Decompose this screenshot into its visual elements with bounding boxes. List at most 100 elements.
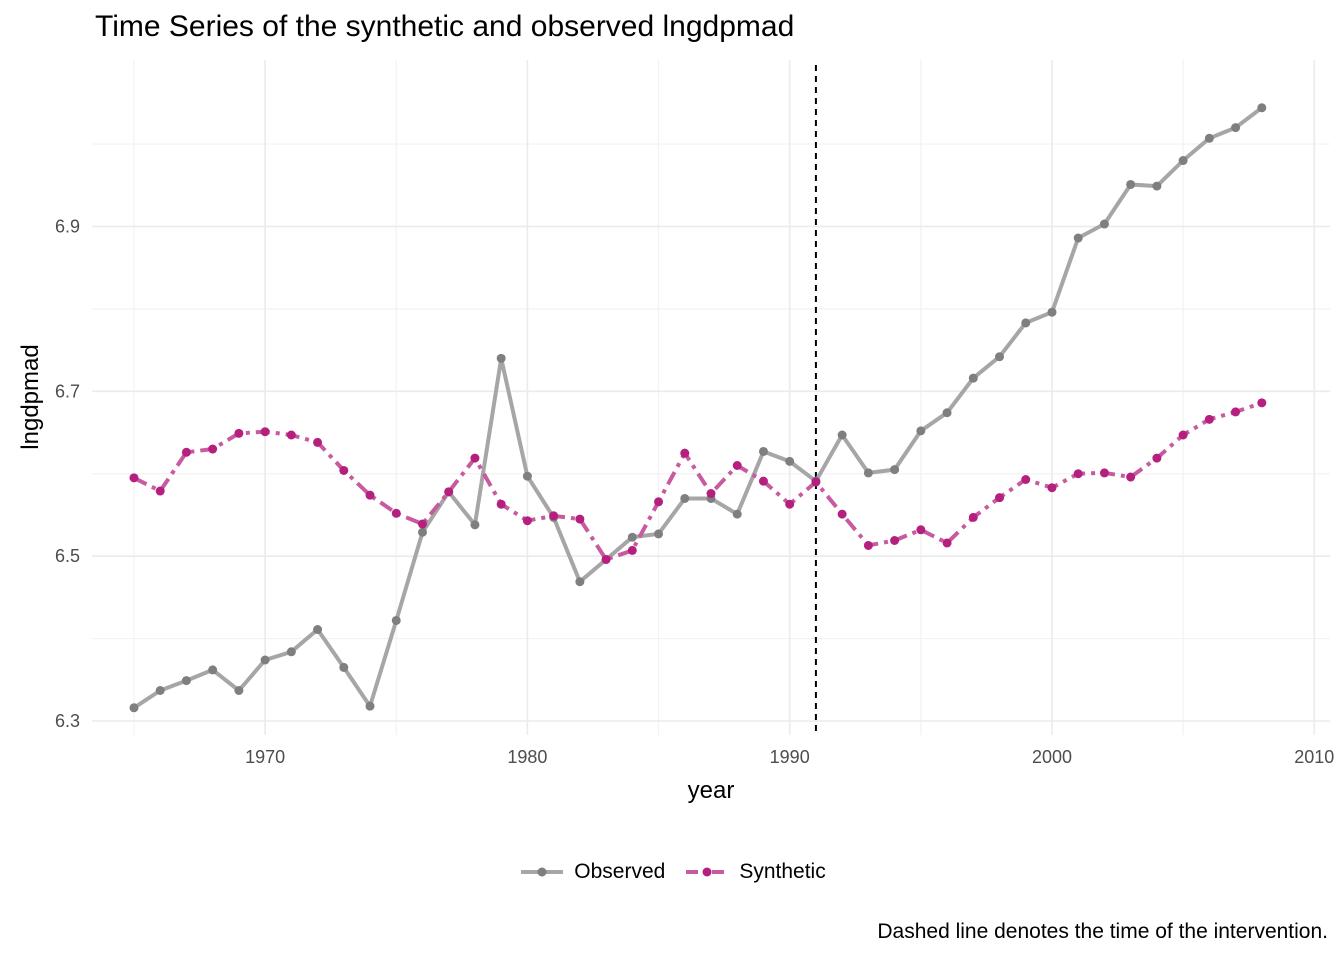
observed-point bbox=[496, 353, 506, 363]
observed-point bbox=[365, 701, 375, 711]
observed-point bbox=[1204, 133, 1214, 143]
synthetic-point bbox=[732, 460, 742, 470]
synthetic-point bbox=[391, 508, 401, 518]
synthetic-point bbox=[811, 477, 821, 487]
synthetic-point bbox=[654, 497, 664, 507]
synthetic-point bbox=[758, 476, 768, 486]
synthetic-point bbox=[785, 499, 795, 509]
observed-point bbox=[155, 685, 165, 695]
y-axis-title: lngdpmad bbox=[17, 344, 44, 449]
synthetic-point bbox=[444, 487, 454, 497]
synthetic-point bbox=[1152, 453, 1162, 463]
synthetic-point bbox=[549, 511, 559, 521]
synthetic-point bbox=[837, 509, 847, 519]
synthetic-point bbox=[470, 453, 480, 463]
y-tick-label: 6.9 bbox=[55, 216, 80, 236]
observed-point bbox=[129, 703, 139, 713]
observed-point bbox=[417, 527, 427, 537]
observed-point bbox=[680, 493, 690, 503]
synthetic-point bbox=[234, 428, 244, 438]
observed-point bbox=[785, 456, 795, 466]
synthetic-point bbox=[417, 519, 427, 529]
observed-point bbox=[313, 625, 323, 635]
observed-point bbox=[208, 665, 218, 675]
x-tick-label: 1980 bbox=[507, 747, 547, 767]
major-gridlines bbox=[92, 60, 1330, 735]
synthetic-point bbox=[995, 493, 1005, 503]
synthetic-point bbox=[155, 486, 165, 496]
minor-gridlines bbox=[92, 60, 1330, 735]
synthetic-point bbox=[680, 448, 690, 458]
observed-point bbox=[1152, 181, 1162, 191]
observed-point bbox=[1178, 156, 1188, 166]
legend-key-synthetic bbox=[686, 867, 729, 877]
synthetic-point bbox=[522, 516, 532, 526]
observed-point bbox=[1257, 103, 1267, 113]
observed-point bbox=[260, 655, 270, 665]
synthetic-point bbox=[1178, 430, 1188, 440]
observed-point bbox=[181, 676, 191, 686]
synthetic-point bbox=[968, 512, 978, 522]
legend: Observed Synthetic bbox=[0, 856, 1344, 888]
legend-key-point bbox=[537, 867, 547, 877]
observed-point bbox=[1073, 233, 1083, 243]
synthetic-point bbox=[208, 444, 218, 454]
synthetic-point bbox=[313, 437, 323, 447]
synthetic-point bbox=[627, 545, 637, 555]
synthetic-point bbox=[1099, 468, 1109, 478]
series-lines bbox=[132, 106, 1264, 710]
x-tick-label: 1990 bbox=[770, 747, 810, 767]
observed-point bbox=[654, 529, 664, 539]
synthetic-line bbox=[133, 401, 1263, 562]
synthetic-point bbox=[1126, 472, 1136, 482]
observed-point bbox=[916, 426, 926, 436]
legend-item-observed: Observed bbox=[518, 860, 665, 884]
synthetic-point bbox=[706, 489, 716, 499]
x-axis-title: year bbox=[688, 777, 735, 804]
observed-point bbox=[1126, 179, 1136, 189]
observed-point bbox=[837, 430, 847, 440]
synthetic-point bbox=[1047, 483, 1057, 493]
observed-point bbox=[575, 577, 585, 587]
synthetic-point bbox=[286, 430, 296, 440]
synthetic-point bbox=[1257, 398, 1267, 408]
synthetic-point bbox=[1204, 414, 1214, 424]
synthetic-point bbox=[890, 535, 900, 545]
synthetic-point bbox=[916, 525, 926, 535]
series-points bbox=[129, 103, 1267, 713]
observed-point bbox=[942, 408, 952, 418]
synthetic-point bbox=[575, 514, 585, 524]
observed-point bbox=[1099, 219, 1109, 229]
legend-key-point bbox=[702, 867, 712, 877]
observed-point bbox=[995, 352, 1005, 362]
observed-point bbox=[1047, 307, 1057, 317]
observed-point bbox=[1021, 318, 1031, 328]
observed-point bbox=[863, 468, 873, 478]
chart-title: Time Series of the synthetic and observe… bbox=[95, 10, 795, 43]
y-tick-label: 6.7 bbox=[55, 381, 80, 401]
synthetic-point bbox=[339, 465, 349, 475]
observed-point bbox=[286, 647, 296, 657]
y-tick-label: 6.3 bbox=[55, 711, 80, 731]
y-tick-label: 6.5 bbox=[55, 546, 80, 566]
observed-point bbox=[391, 615, 401, 625]
synthetic-point bbox=[601, 554, 611, 564]
observed-point bbox=[1231, 123, 1241, 133]
legend-label: Synthetic bbox=[739, 860, 826, 883]
synthetic-point bbox=[496, 499, 506, 509]
synthetic-point bbox=[942, 538, 952, 548]
legend-item-synthetic: Synthetic bbox=[683, 860, 826, 884]
observed-point bbox=[968, 373, 978, 383]
synthetic-point bbox=[1073, 469, 1083, 479]
legend-key-observed bbox=[521, 867, 564, 877]
synthetic-point bbox=[260, 427, 270, 437]
y-axis-ticks: 6.3 6.5 6.7 6.9 bbox=[55, 216, 80, 731]
synthetic-point bbox=[1231, 407, 1241, 417]
observed-point bbox=[234, 685, 244, 695]
observed-point bbox=[470, 520, 480, 530]
observed-point bbox=[339, 662, 349, 672]
x-axis-ticks: 1970 1980 1990 2000 2010 bbox=[245, 747, 1334, 767]
x-tick-label: 2010 bbox=[1294, 747, 1334, 767]
chart-caption: Dashed line denotes the time of the inte… bbox=[877, 920, 1328, 943]
observed-line bbox=[132, 106, 1264, 710]
